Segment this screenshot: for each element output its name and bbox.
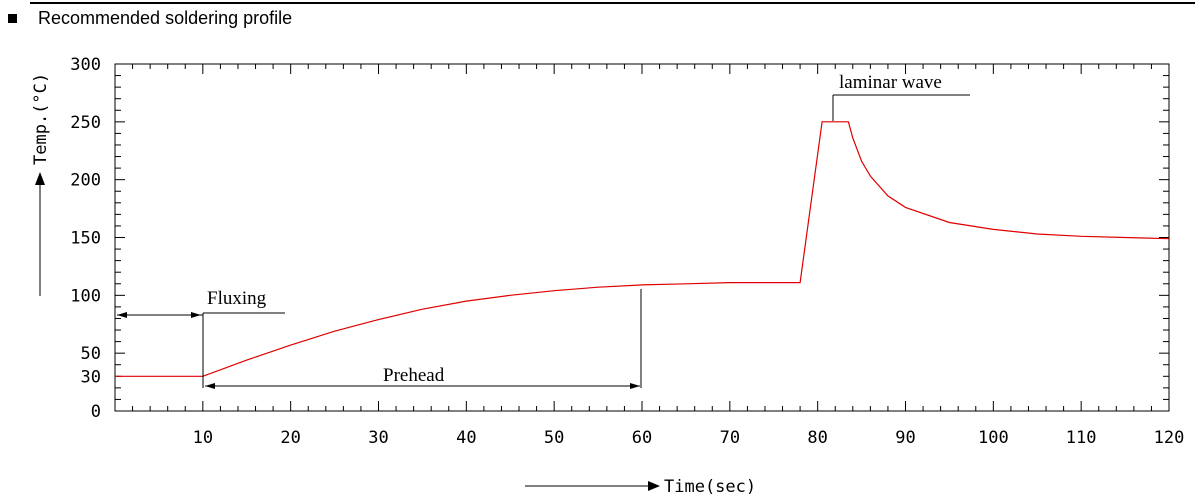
y-axis-arrow-head [35, 172, 45, 185]
x-tick-label: 70 [720, 428, 740, 448]
fluxing-label: Fluxing [207, 288, 267, 309]
laminar-wave-annotation: laminar wave [832, 72, 970, 121]
y-tick-label: 30 [81, 367, 101, 387]
y-tick-label: 300 [70, 55, 101, 75]
y-tick-labels: 0 30 50 100 150 200 250 300 [70, 55, 101, 422]
top-border-line [30, 2, 1195, 4]
y-tick-label: 200 [70, 171, 101, 191]
x-tick-label: 30 [368, 428, 388, 448]
plot-frame [114, 63, 1170, 412]
x-tick-label: 90 [895, 428, 915, 448]
y-axis-title: Temp.(°C) [31, 73, 51, 165]
x-tick-label: 10 [193, 428, 213, 448]
temperature-profile-line [115, 121, 1170, 377]
fluxing-arrow-left [117, 312, 127, 318]
x-tick-label: 80 [807, 428, 827, 448]
section-heading: Recommended soldering profile [8, 6, 292, 30]
fluxing-annotation: Fluxing [117, 288, 285, 388]
y-tick-label: 100 [70, 286, 101, 306]
x-minor-ticks [132, 64, 1152, 411]
prehead-label: Prehead [383, 365, 445, 386]
x-axis-arrow-head [648, 481, 660, 491]
bullet-square-icon [8, 13, 17, 23]
y-tick-label: 250 [70, 113, 101, 133]
x-tick-label: 60 [632, 428, 652, 448]
x-tick-label: 120 [1154, 428, 1185, 448]
x-tick-label: 50 [544, 428, 564, 448]
prehead-annotation: Prehead [205, 289, 642, 389]
y-minor-ticks [115, 75, 1169, 400]
x-tick-label: 100 [978, 428, 1009, 448]
fluxing-arrow-right [191, 312, 201, 318]
heading-text: Recommended soldering profile [38, 7, 293, 28]
prehead-arrow-right [630, 383, 640, 389]
y-tick-label: 150 [70, 229, 101, 249]
laminar-wave-label: laminar wave [839, 72, 942, 93]
x-axis-title: Time(sec) [664, 477, 756, 495]
prehead-arrow-left [205, 383, 215, 389]
x-tick-label: 20 [280, 428, 300, 448]
x-tick-label: 40 [456, 428, 476, 448]
x-tick-labels: 10 20 30 40 50 60 70 80 90 100 110 120 [193, 428, 1185, 448]
y-tick-label: 0 [91, 402, 101, 422]
y-tick-label: 50 [81, 344, 101, 364]
x-tick-label: 110 [1066, 428, 1097, 448]
